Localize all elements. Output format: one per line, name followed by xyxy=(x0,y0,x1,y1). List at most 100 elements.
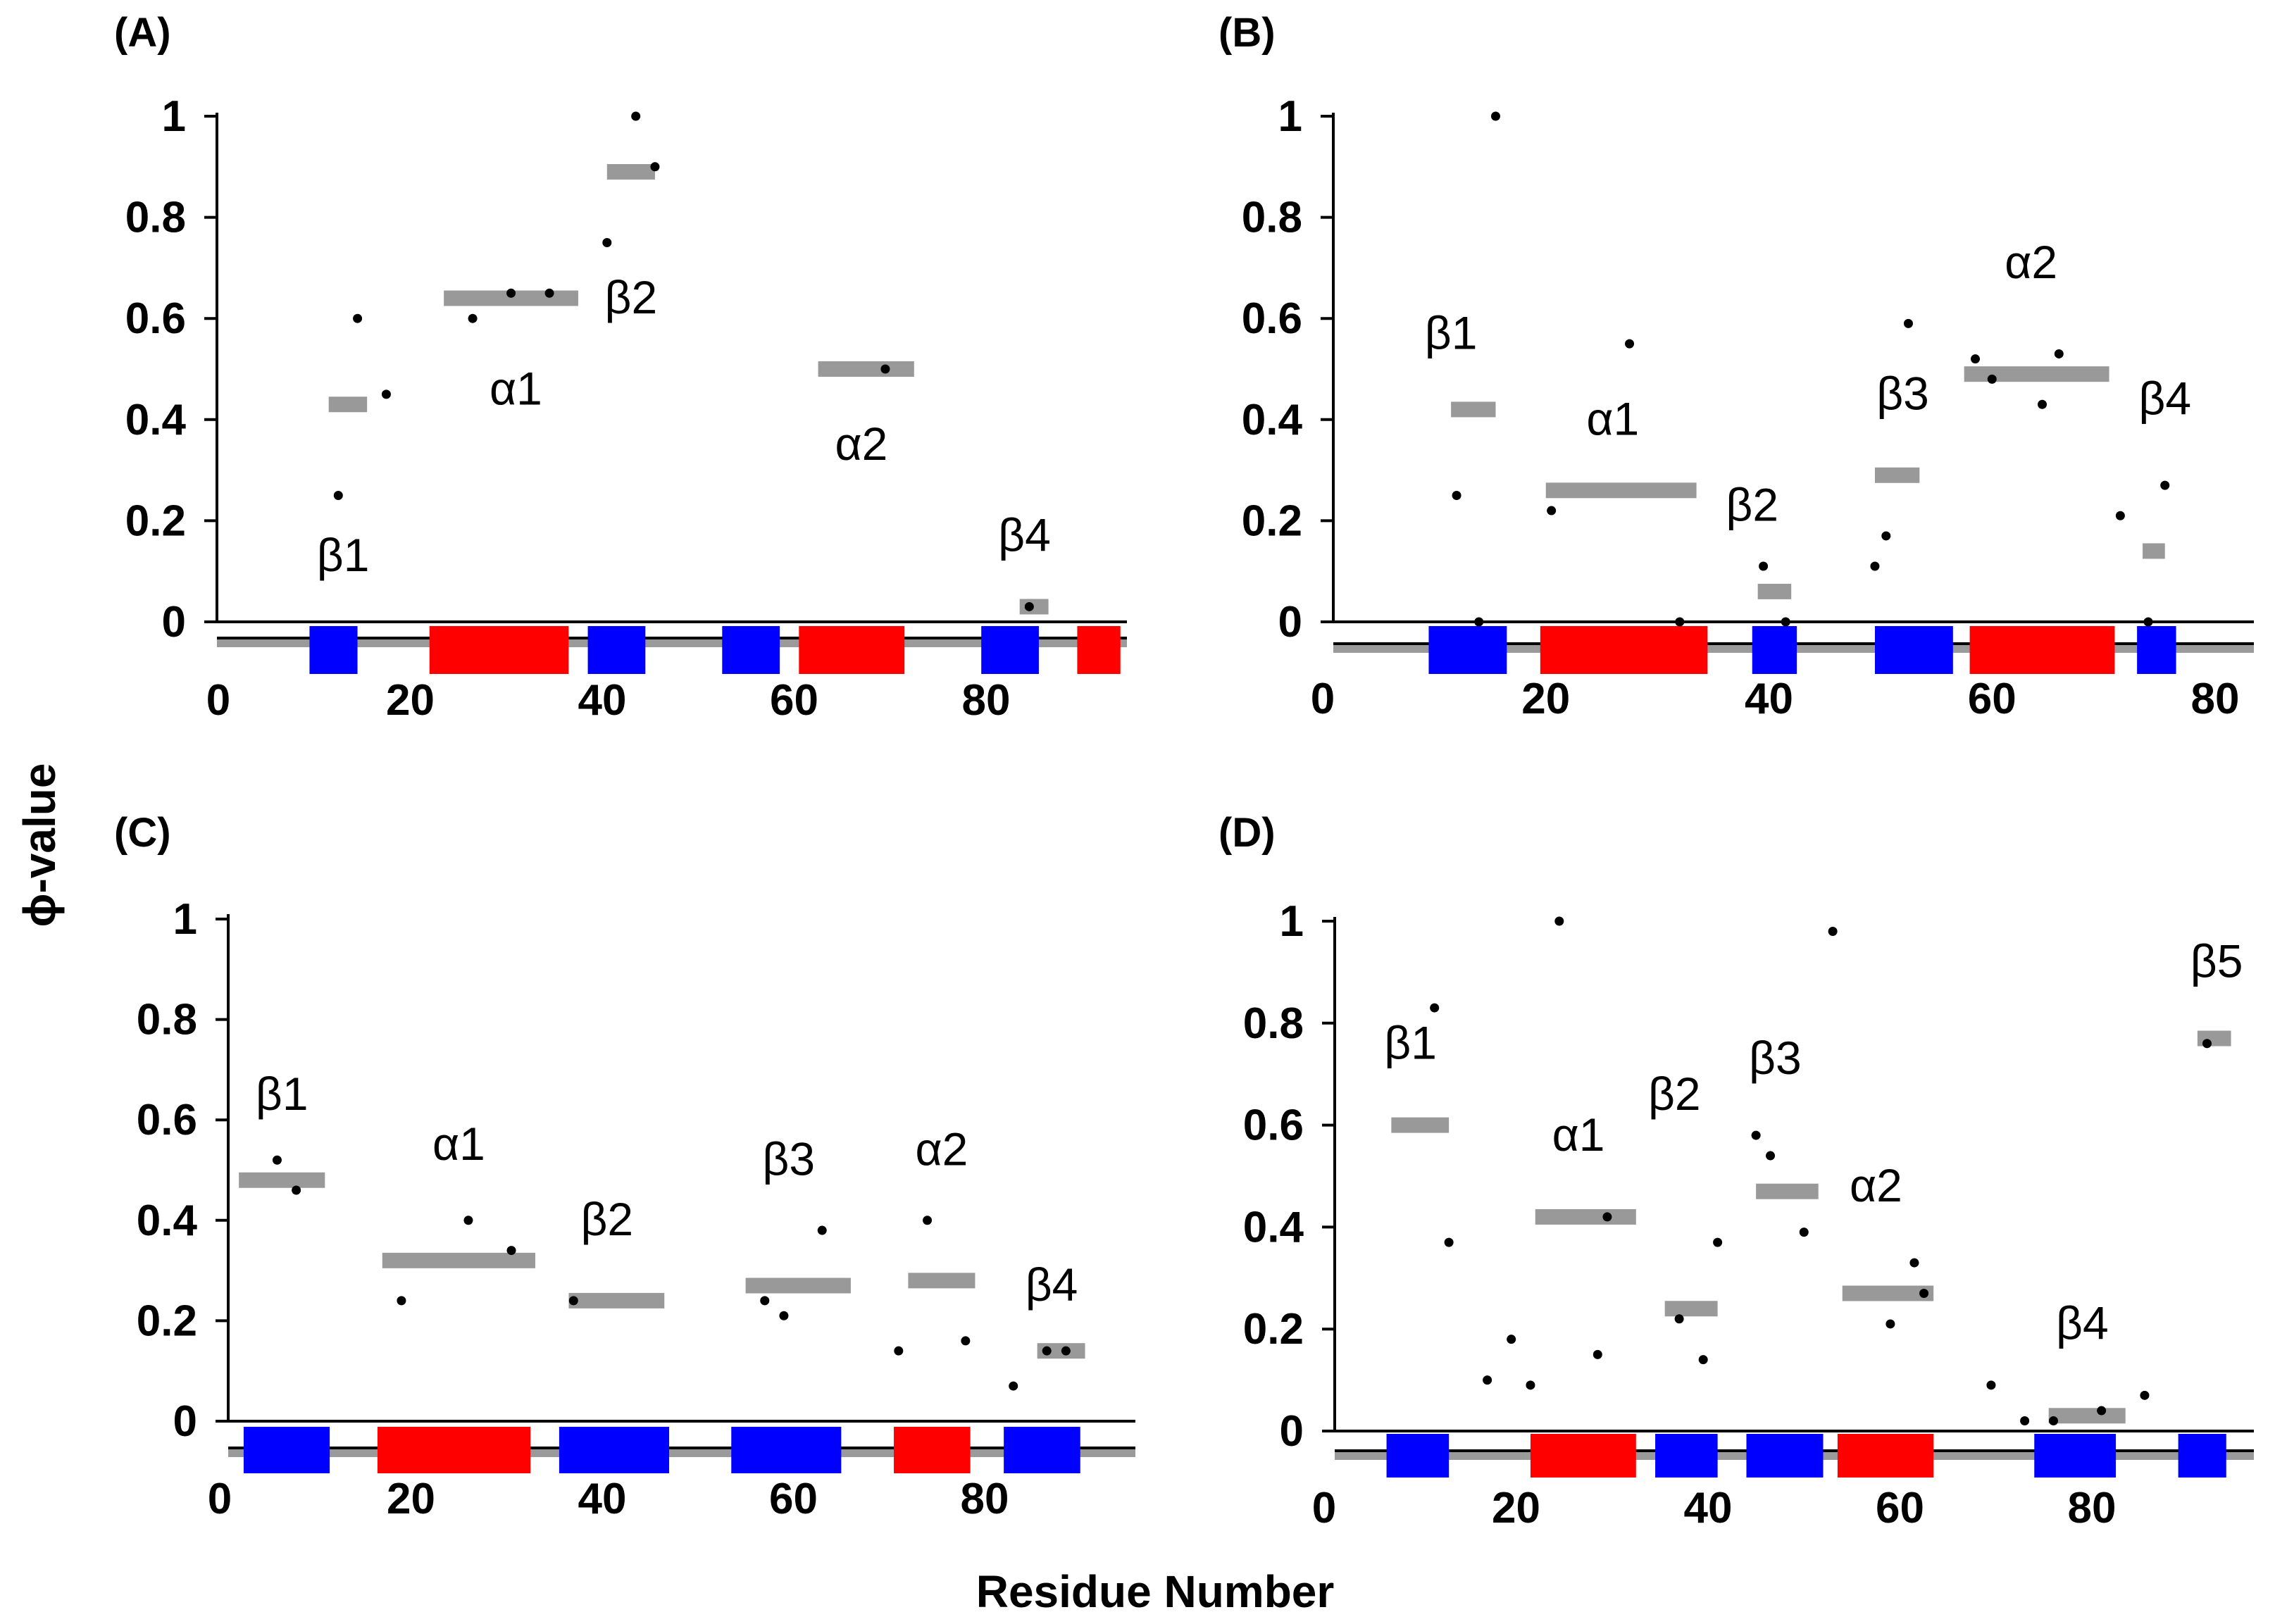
strand-block xyxy=(1004,1427,1080,1473)
y-tick-label: 0.4 xyxy=(1242,396,1303,444)
ss-label: β2 xyxy=(580,1193,633,1245)
helix-block xyxy=(799,626,905,674)
ss-label: α2 xyxy=(1850,1159,1902,1211)
helix-block xyxy=(1969,626,2115,674)
phi-point xyxy=(544,288,554,298)
phi-point xyxy=(1554,916,1564,926)
ss-label: β4 xyxy=(2138,373,2191,425)
ss-label: α1 xyxy=(1586,392,1639,444)
ss-label: α1 xyxy=(1552,1108,1605,1161)
phi-point xyxy=(1881,531,1891,541)
phi-point xyxy=(353,313,363,323)
helix-block xyxy=(894,1427,971,1473)
phi-point xyxy=(1452,491,1461,500)
phi-point xyxy=(2202,1039,2212,1049)
ss-label: β1 xyxy=(317,529,370,581)
phi-point xyxy=(760,1296,770,1306)
x-tick-label: 0 xyxy=(1312,1484,1336,1532)
mean-phi-bar xyxy=(1664,1301,1718,1317)
phi-point xyxy=(1886,1319,1895,1329)
y-tick-label: 0.4 xyxy=(125,396,187,444)
y-tick-label: 0 xyxy=(1278,598,1302,647)
phi-point xyxy=(1526,1380,1535,1390)
ss-label: β1 xyxy=(1384,1016,1437,1068)
mean-phi-bar xyxy=(606,163,655,180)
panel-2: (B) 0 0.2 0.4 0.6 0.8 1 0 20 40 60 80 β1 α1 β2 β3 α2 β4 xyxy=(1218,10,2254,723)
phi-point xyxy=(631,111,641,121)
x-tick-label: 80 xyxy=(2068,1484,2117,1532)
phi-point xyxy=(1490,111,1500,121)
strand-block xyxy=(2034,1434,2117,1478)
phi-point xyxy=(1870,561,1880,571)
phi-point xyxy=(1042,1346,1052,1356)
ss-label: β1 xyxy=(256,1068,308,1120)
y-tick-label: 0.8 xyxy=(1242,194,1302,242)
phi-point xyxy=(1602,1212,1612,1222)
panel-label: (D) xyxy=(1218,810,1276,856)
panel-label: (C) xyxy=(114,810,171,856)
panel-label: (A) xyxy=(114,10,171,56)
ss-label: β4 xyxy=(1026,1258,1078,1311)
phi-point xyxy=(1675,617,1685,627)
mean-phi-bar xyxy=(568,1292,665,1308)
x-axis-label: Residue Number xyxy=(976,1566,1335,1617)
y-tick-label: 0.2 xyxy=(137,1297,197,1345)
strand-block xyxy=(722,626,780,674)
helix-block xyxy=(377,1427,531,1473)
strand-block xyxy=(1746,1434,1824,1478)
phi-point xyxy=(1430,1003,1440,1013)
y-tick-label: 1 xyxy=(1278,92,1302,141)
x-tick-label: 40 xyxy=(1684,1484,1733,1532)
x-tick-label: 0 xyxy=(206,676,230,725)
strand-block xyxy=(309,626,358,674)
helix-block xyxy=(1530,1434,1636,1478)
phi-point xyxy=(602,238,612,247)
strand-block xyxy=(1655,1434,1718,1478)
strand-block xyxy=(1386,1434,1450,1478)
strand-block xyxy=(243,1427,330,1473)
x-tick-label: 60 xyxy=(769,1475,818,1523)
x-tick-label: 60 xyxy=(1968,675,2017,723)
phi-point xyxy=(1828,926,1838,936)
x-tick-label: 80 xyxy=(961,1475,1009,1523)
ss-label: α1 xyxy=(490,362,542,414)
phi-point xyxy=(2049,1416,2058,1426)
mean-phi-bar xyxy=(382,1252,535,1268)
x-tick-label: 80 xyxy=(962,676,1011,725)
mean-phi-bar xyxy=(1964,366,2109,382)
x-tick-label: 40 xyxy=(1745,675,1793,723)
x-tick-label: 40 xyxy=(578,1475,627,1523)
phi-point xyxy=(397,1296,406,1306)
strand-block xyxy=(1874,626,1953,674)
phi-point xyxy=(1766,1151,1776,1161)
strand-block xyxy=(731,1427,842,1473)
y-tick-label: 0.2 xyxy=(1243,1305,1304,1354)
phi-point xyxy=(817,1225,827,1235)
x-tick-label: 20 xyxy=(1492,1484,1540,1532)
phi-point xyxy=(1987,374,1997,384)
y-tick-label: 0.6 xyxy=(1242,294,1302,343)
mean-phi-bar xyxy=(2143,543,2165,559)
phi-point xyxy=(2115,511,2125,520)
phi-point xyxy=(333,491,343,500)
ss-label: β2 xyxy=(1648,1068,1701,1120)
phi-point xyxy=(292,1185,301,1195)
mean-phi-bar xyxy=(1451,401,1496,418)
phi-point xyxy=(1009,1381,1018,1391)
phi-point xyxy=(1483,1375,1492,1385)
y-tick-label: 0.8 xyxy=(1243,999,1304,1048)
strand-block xyxy=(1752,626,1797,674)
mean-phi-bar xyxy=(1391,1117,1450,1133)
mean-phi-bar xyxy=(1756,1183,1819,1199)
panel-1: (A) 0 0.2 0.4 0.6 0.8 1 0 20 40 60 80 β1 α1 β2 α2 β4 xyxy=(114,10,1127,725)
strand-block xyxy=(587,626,646,674)
ss-label: α1 xyxy=(432,1118,485,1170)
phi-point xyxy=(961,1336,971,1346)
y-tick-label: 1 xyxy=(162,92,186,141)
y-tick-label: 0.4 xyxy=(137,1197,198,1245)
phi-point xyxy=(1713,1237,1723,1247)
ss-label: α2 xyxy=(915,1123,968,1175)
y-tick-label: 0 xyxy=(173,1397,197,1446)
ss-label: α2 xyxy=(2005,236,2057,288)
